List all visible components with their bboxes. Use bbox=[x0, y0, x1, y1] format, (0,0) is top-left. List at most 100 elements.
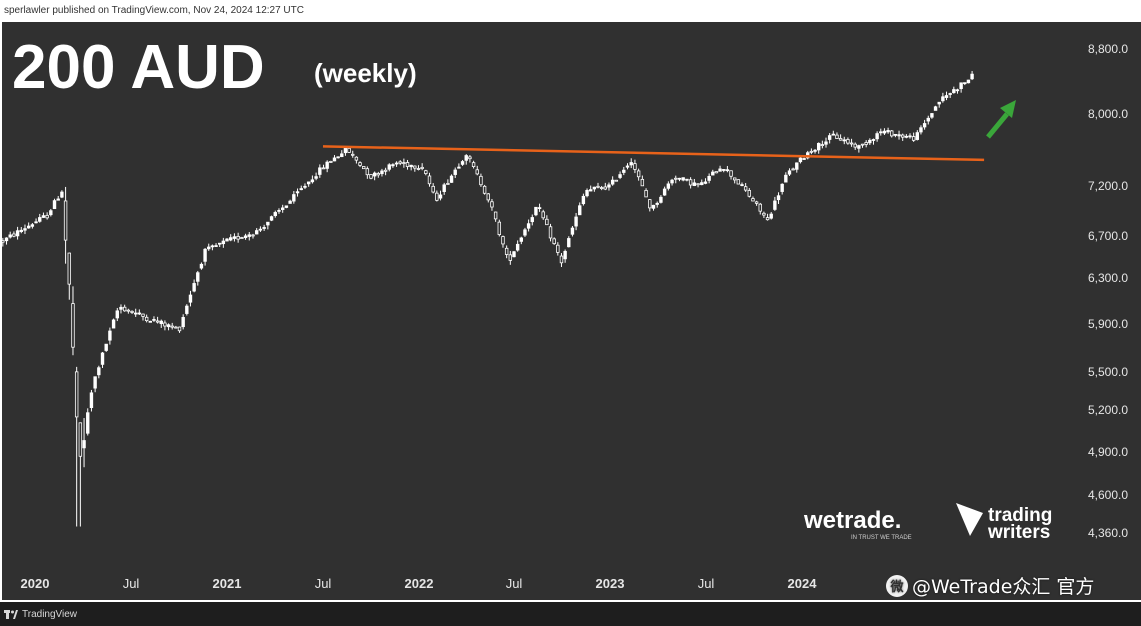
candle-body bbox=[497, 221, 502, 235]
candle-body bbox=[651, 204, 656, 209]
candle-body bbox=[725, 169, 730, 172]
candle-body bbox=[284, 205, 289, 208]
candle-body bbox=[303, 185, 307, 188]
candle-body bbox=[588, 189, 593, 192]
candle-body bbox=[718, 168, 722, 172]
candle-body bbox=[449, 175, 454, 183]
candle-body bbox=[217, 242, 222, 245]
candle-body bbox=[288, 200, 292, 204]
chart-subtitle: (weekly) bbox=[314, 58, 417, 88]
candle-body bbox=[214, 245, 218, 247]
candle-body bbox=[376, 173, 381, 176]
candle-body bbox=[787, 170, 792, 175]
candle-body bbox=[955, 89, 960, 92]
candle-body bbox=[188, 294, 193, 303]
candle-body bbox=[798, 157, 803, 163]
candle-body bbox=[849, 142, 854, 145]
candle-body bbox=[262, 227, 266, 229]
candle-body bbox=[886, 130, 890, 133]
candle-body bbox=[387, 164, 391, 170]
candle-body bbox=[674, 177, 678, 180]
candle-body bbox=[618, 174, 622, 178]
candle-body bbox=[232, 236, 237, 239]
candle-body bbox=[137, 312, 142, 315]
candle-body bbox=[948, 93, 952, 95]
trading-writers-logo-icon bbox=[956, 503, 983, 536]
candle-body bbox=[325, 161, 329, 169]
candle-body bbox=[471, 162, 476, 167]
candle-body bbox=[243, 235, 248, 239]
candle-body bbox=[405, 162, 410, 167]
candle-body bbox=[545, 218, 549, 226]
candle-body bbox=[655, 202, 659, 205]
candle-body bbox=[93, 376, 97, 389]
candle-body bbox=[225, 238, 229, 242]
candle-body bbox=[402, 162, 406, 164]
candle-body bbox=[8, 234, 12, 238]
candle-body bbox=[30, 224, 35, 227]
candle-body bbox=[769, 213, 773, 219]
candle-body bbox=[15, 230, 20, 237]
candle-body bbox=[19, 229, 23, 233]
candle-body bbox=[332, 157, 337, 162]
candle-body bbox=[784, 174, 788, 183]
candle-body bbox=[736, 179, 741, 185]
candle-body bbox=[148, 320, 153, 323]
candle-body bbox=[141, 313, 145, 317]
candle-body bbox=[559, 255, 564, 264]
candle-body bbox=[34, 221, 38, 224]
candle-body bbox=[504, 247, 509, 255]
candle-body bbox=[599, 187, 604, 189]
candle-body bbox=[835, 134, 839, 139]
candle-body bbox=[740, 184, 744, 187]
y-tick-label: 6,700.0 bbox=[1088, 229, 1128, 243]
candle-body bbox=[486, 193, 490, 201]
candle-body bbox=[340, 153, 344, 158]
candle-body bbox=[314, 176, 318, 179]
candle-body bbox=[152, 319, 156, 321]
candle-body bbox=[552, 238, 556, 245]
x-tick-label: 2020 bbox=[21, 576, 50, 591]
x-tick-label: 2021 bbox=[213, 576, 242, 591]
candle-body bbox=[622, 169, 626, 173]
candle-body bbox=[464, 155, 468, 161]
chart-area[interactable]: 200 AUD (weekly) 8,800.0 8,000.0 7,200.0 6,70… bbox=[2, 22, 1141, 600]
candle-body bbox=[526, 223, 531, 229]
candle-body bbox=[482, 185, 487, 194]
candle-body bbox=[857, 145, 861, 149]
candle-body bbox=[795, 162, 799, 170]
candle-body bbox=[431, 185, 435, 193]
candle-body bbox=[329, 161, 333, 163]
candle-body bbox=[970, 73, 974, 80]
candle-body bbox=[361, 166, 366, 170]
candle-body bbox=[71, 303, 75, 348]
candle-body bbox=[644, 190, 648, 198]
candle-body bbox=[625, 165, 630, 168]
candle-body bbox=[493, 211, 498, 220]
candle-body bbox=[515, 243, 520, 251]
candle-body bbox=[343, 147, 348, 154]
candle-body bbox=[780, 183, 784, 192]
y-tick-label: 6,300.0 bbox=[1088, 271, 1128, 285]
candle-body bbox=[700, 182, 704, 186]
candle-body bbox=[722, 169, 726, 171]
candle-body bbox=[2, 240, 5, 243]
candle-body bbox=[952, 89, 956, 94]
candle-body bbox=[908, 135, 912, 138]
candle-body bbox=[838, 138, 843, 141]
candlestick-chart[interactable]: 200 AUD (weekly) 8,800.0 8,000.0 7,200.0 6,70… bbox=[2, 22, 1141, 600]
candle-body bbox=[966, 79, 971, 84]
candle-body bbox=[475, 169, 479, 175]
candle-body bbox=[743, 186, 748, 191]
candle-body bbox=[358, 162, 362, 166]
candle-body bbox=[688, 179, 693, 186]
candle-body bbox=[666, 183, 671, 189]
candle-body bbox=[111, 319, 116, 329]
candle-body bbox=[266, 221, 270, 226]
candle-body bbox=[321, 167, 326, 170]
x-tick-label: Jul bbox=[315, 576, 332, 591]
candle-body bbox=[791, 168, 795, 171]
candle-body bbox=[629, 162, 633, 166]
candle-body bbox=[530, 217, 534, 223]
candle-body bbox=[126, 309, 131, 312]
